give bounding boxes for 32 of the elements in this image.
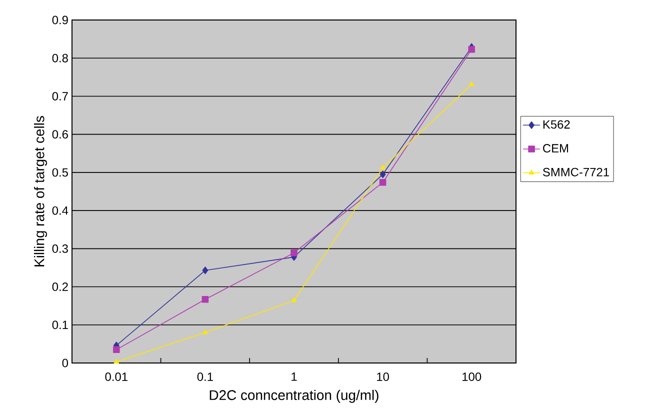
y-axis-title: Killing rate of target cells (34, 116, 48, 266)
legend-label: SMMC-7721 (542, 168, 609, 176)
y-tick-label: 0 (62, 358, 68, 368)
x-tick-label: 1 (292, 372, 297, 381)
legend-label: K562 (543, 120, 570, 129)
point (202, 296, 209, 303)
point (380, 170, 386, 178)
point (379, 178, 386, 186)
x-tick-label: 100 (462, 372, 482, 381)
point (380, 164, 386, 170)
x-tick-label: 10 (377, 372, 389, 381)
x-tick-label: 0.1 (197, 372, 213, 381)
y-tick-label: 0.2 (52, 282, 68, 291)
y-tick-label: 0.6 (52, 130, 68, 139)
point (469, 82, 474, 86)
y-tick-label: 0.3 (52, 244, 68, 253)
x-axis-title: D2C conncentration (ug/ml) (210, 390, 378, 403)
point (202, 266, 208, 274)
point (290, 249, 298, 256)
y-tick-label: 0.8 (52, 54, 68, 62)
legend-label: CEM (543, 144, 568, 153)
point (113, 346, 120, 354)
x-tick-label: 0.01 (105, 372, 128, 381)
point (202, 330, 208, 334)
y-tick-label: 0.4 (52, 206, 68, 215)
y-tick-label: 0.9 (52, 16, 68, 24)
y-tick-label: 0.1 (52, 320, 68, 330)
point (468, 46, 475, 53)
point (114, 358, 119, 364)
y-tick-label: 0.5 (52, 168, 68, 177)
point (291, 298, 297, 302)
y-tick-label: 0.7 (52, 92, 68, 100)
